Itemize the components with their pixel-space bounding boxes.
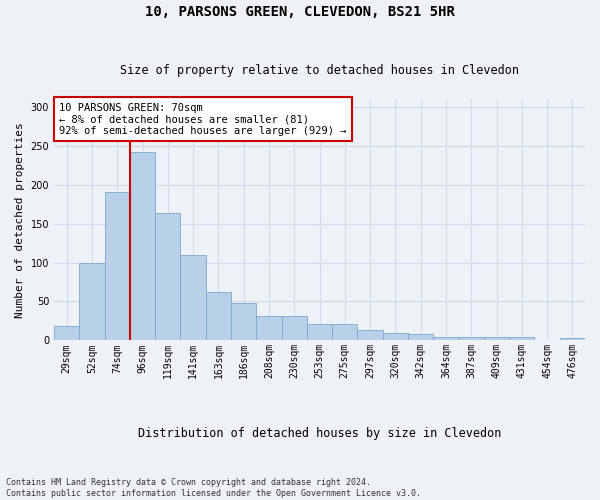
Bar — [130, 152, 155, 340]
Bar — [181, 254, 206, 340]
Bar — [54, 326, 79, 340]
Y-axis label: Number of detached properties: Number of detached properties — [15, 122, 25, 318]
Bar — [231, 303, 256, 341]
Title: Size of property relative to detached houses in Clevedon: Size of property relative to detached ho… — [120, 64, 519, 77]
Bar — [408, 334, 433, 340]
Bar — [560, 338, 585, 340]
Bar — [484, 337, 509, 340]
Bar — [332, 324, 358, 340]
Text: Contains HM Land Registry data © Crown copyright and database right 2024.
Contai: Contains HM Land Registry data © Crown c… — [6, 478, 421, 498]
Text: 10 PARSONS GREEN: 70sqm
← 8% of detached houses are smaller (81)
92% of semi-det: 10 PARSONS GREEN: 70sqm ← 8% of detached… — [59, 102, 347, 136]
Bar — [79, 264, 104, 340]
Bar — [509, 337, 535, 340]
Bar — [281, 316, 307, 340]
X-axis label: Distribution of detached houses by size in Clevedon: Distribution of detached houses by size … — [138, 427, 501, 440]
Bar — [458, 337, 484, 340]
Bar — [307, 324, 332, 340]
Bar — [358, 330, 383, 340]
Bar — [256, 316, 281, 340]
Text: 10, PARSONS GREEN, CLEVEDON, BS21 5HR: 10, PARSONS GREEN, CLEVEDON, BS21 5HR — [145, 5, 455, 19]
Bar — [155, 214, 181, 340]
Bar — [206, 292, 231, 341]
Bar — [104, 192, 130, 340]
Bar — [383, 332, 408, 340]
Bar — [433, 337, 458, 340]
